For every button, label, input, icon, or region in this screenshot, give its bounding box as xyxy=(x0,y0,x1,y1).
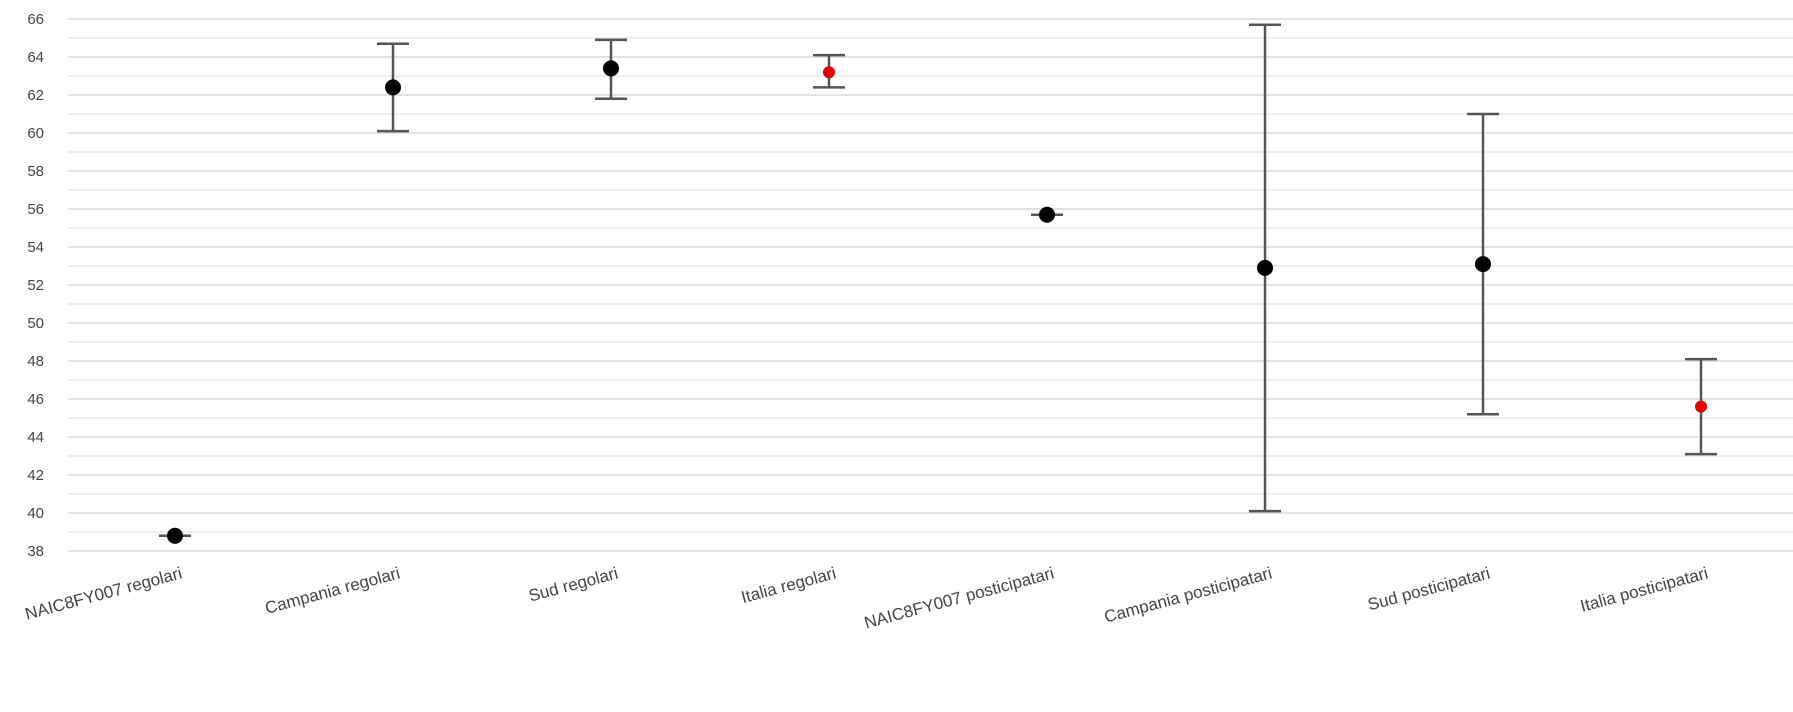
data-point-6 xyxy=(1257,259,1273,276)
y-tick-label: 58 xyxy=(27,163,44,180)
data-point-8 xyxy=(1695,400,1707,413)
y-axis-tick-labels: 38 40 42 44 46 48 50 52 54 56 58 60 62 64 66 xyxy=(27,11,44,560)
data-point-1 xyxy=(167,527,183,544)
y-tick-label: 60 xyxy=(27,125,44,142)
category-label: NAIC8FY007 posticipatari xyxy=(862,564,1056,633)
category-label: Sud posticipatari xyxy=(1366,564,1492,615)
y-tick-label: 62 xyxy=(27,87,44,104)
data-point-7 xyxy=(1475,256,1491,273)
y-tick-label: 38 xyxy=(27,543,44,560)
data-points xyxy=(167,60,1707,544)
category-label: Italia regolari xyxy=(739,564,838,608)
y-tick-label: 64 xyxy=(27,49,44,66)
data-point-5 xyxy=(1039,206,1055,223)
y-tick-label: 50 xyxy=(27,315,44,332)
y-tick-label: 42 xyxy=(27,467,44,484)
y-tick-label: 52 xyxy=(27,277,44,294)
data-point-2 xyxy=(385,79,401,96)
y-tick-label: 66 xyxy=(27,11,44,28)
y-tick-label: 46 xyxy=(27,391,44,408)
y-tick-label: 40 xyxy=(27,505,44,522)
error-bars xyxy=(159,23,1717,538)
category-label: Italia posticipatari xyxy=(1578,564,1710,616)
category-label: Campania posticipatari xyxy=(1102,564,1274,627)
category-label: NAIC8FY007 regolari xyxy=(23,564,184,624)
y-tick-label: 56 xyxy=(27,201,44,218)
y-tick-label: 44 xyxy=(27,429,44,446)
category-label: Sud regolari xyxy=(527,564,620,606)
x-axis-category-labels: NAIC8FY007 regolari Campania regolari Sud … xyxy=(23,564,1710,633)
data-point-3 xyxy=(603,60,619,77)
y-tick-label: 54 xyxy=(27,239,44,256)
grid-lines xyxy=(68,18,1793,552)
data-point-4 xyxy=(823,66,835,79)
category-label: Campania regolari xyxy=(263,564,402,618)
y-tick-label: 48 xyxy=(27,353,44,370)
